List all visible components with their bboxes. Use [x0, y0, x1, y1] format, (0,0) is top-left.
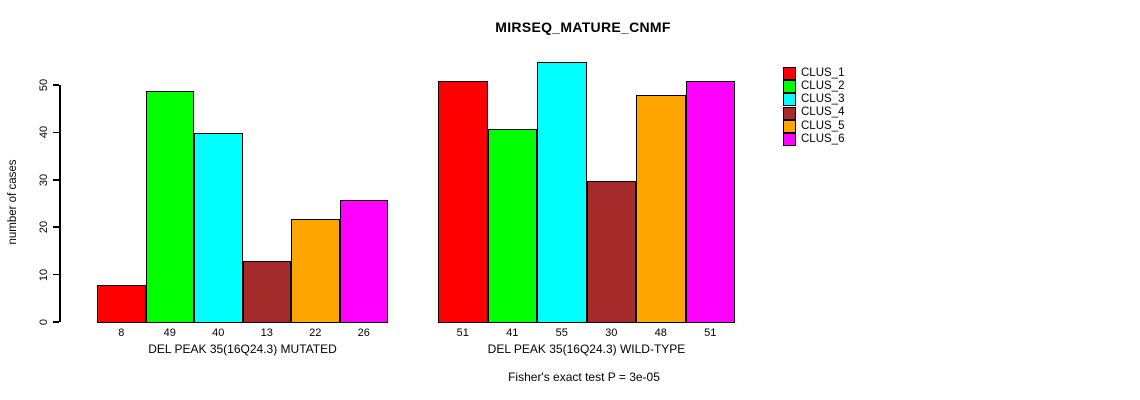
legend-row-clus_6: CLUS_6 [783, 132, 845, 147]
bar-clus_3-group1 [194, 133, 243, 323]
bar-value-label: 51 [704, 327, 717, 339]
bar-clus_2-group2 [487, 128, 537, 323]
legend-label: CLUS_1 [801, 66, 845, 79]
bar-clus_6-group2 [685, 81, 735, 323]
legend-row-clus_3: CLUS_3 [783, 93, 845, 107]
bar-value-label: 26 [357, 327, 370, 339]
legend-row-clus_4: CLUS_4 [783, 106, 845, 120]
bar-clus_2-group1 [145, 90, 194, 323]
legend-swatch-clus_4 [783, 106, 796, 120]
legend-label: CLUS_2 [801, 80, 845, 93]
y-axis-tick-label: 50 [38, 78, 50, 92]
y-axis-tick [53, 131, 59, 134]
legend: CLUS_1 CLUS_2 CLUS_3 CLUS_4 CLUS_5 CLUS_6 [783, 66, 845, 147]
y-axis-tick-label: 10 [38, 268, 50, 281]
chart-title: MIRSEQ_MATURE_CNMF [495, 19, 671, 35]
y-axis-tick-label: 20 [38, 221, 50, 234]
bar-value-label: 13 [260, 327, 273, 339]
bar-clus_1-group1 [97, 285, 146, 323]
y-axis-line [59, 85, 61, 322]
legend-swatch-clus_1 [783, 67, 796, 81]
legend-label: CLUS_4 [801, 106, 845, 119]
bar-value-label: 8 [118, 327, 125, 339]
legend-row-clus_1: CLUS_1 [783, 66, 845, 81]
legend-label: CLUS_3 [801, 93, 845, 106]
y-axis-tick [53, 321, 59, 323]
bar-value-label: 30 [605, 327, 618, 339]
y-axis-tick-label: 30 [38, 173, 50, 186]
bar-clus_4-group2 [586, 180, 636, 323]
bar-clus_6-group1 [339, 199, 388, 323]
bar-value-label: 48 [654, 327, 667, 339]
bar-clus_4-group1 [242, 261, 291, 323]
y-axis-tick [53, 273, 59, 276]
bar-clus_5-group1 [291, 218, 340, 323]
y-axis-tick [53, 84, 59, 86]
legend-swatch-clus_6 [783, 133, 796, 147]
y-axis-tick-label: 0 [38, 318, 50, 326]
legend-swatch-clus_5 [783, 119, 796, 133]
legend-swatch-clus_3 [783, 93, 796, 107]
y-axis-tick [53, 226, 59, 228]
legend-swatch-clus_2 [783, 80, 796, 94]
bar-value-label: 49 [163, 327, 176, 339]
legend-label: CLUS_6 [801, 132, 845, 145]
bar-value-label: 51 [456, 327, 469, 339]
y-axis-tick [53, 179, 59, 181]
bar-value-label: 55 [555, 327, 568, 339]
fisher-test-annotation: Fisher's exact test P = 3e-05 [508, 370, 660, 384]
bar-clus_5-group2 [636, 95, 686, 323]
y-axis-tick-label: 40 [38, 126, 50, 139]
bar-value-label: 22 [309, 327, 322, 339]
bar-value-label: 40 [212, 327, 225, 339]
bar-clus_1-group2 [438, 81, 488, 323]
legend-label: CLUS_5 [801, 119, 845, 132]
legend-row-clus_2: CLUS_2 [783, 80, 845, 94]
legend-row-clus_5: CLUS_5 [783, 119, 845, 133]
group-label-mutated: DEL PEAK 35(16Q24.3) MUTATED [148, 342, 337, 356]
group-label-wild-type: DEL PEAK 35(16Q24.3) WILD-TYPE [487, 342, 686, 356]
bar-value-label: 41 [506, 327, 519, 339]
bar-clus_3-group2 [537, 62, 587, 323]
